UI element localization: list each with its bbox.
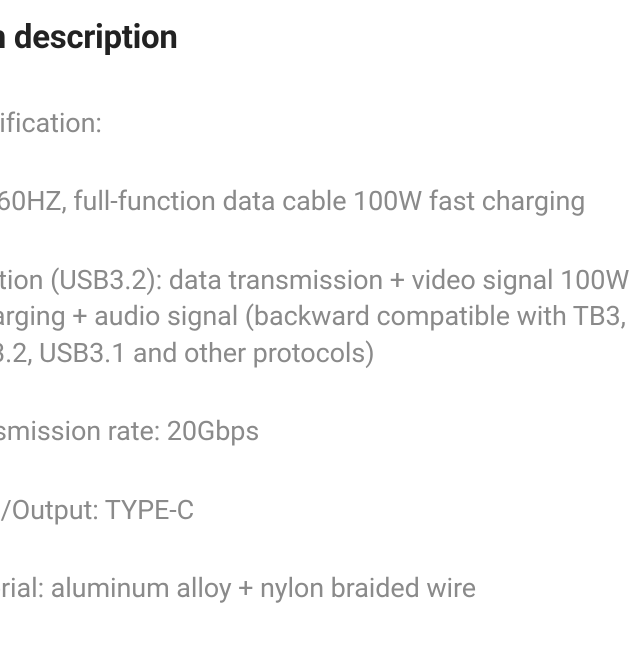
spec-paragraph: Specification: [0, 105, 640, 141]
spec-paragraph: Input/Output: TYPE-C [0, 492, 640, 528]
description-block: Item description Specification: 4K@60HZ,… [0, 0, 640, 649]
description-heading: Item description [0, 18, 640, 57]
spec-paragraph: Transmission rate: 20Gbps [0, 413, 640, 449]
spec-paragraph: Function (USB3.2): data transmission + v… [0, 262, 640, 371]
spec-paragraph: Material: aluminum alloy + nylon braided… [0, 570, 640, 606]
spec-paragraph: 4K@60HZ, full-function data cable 100W f… [0, 183, 640, 219]
